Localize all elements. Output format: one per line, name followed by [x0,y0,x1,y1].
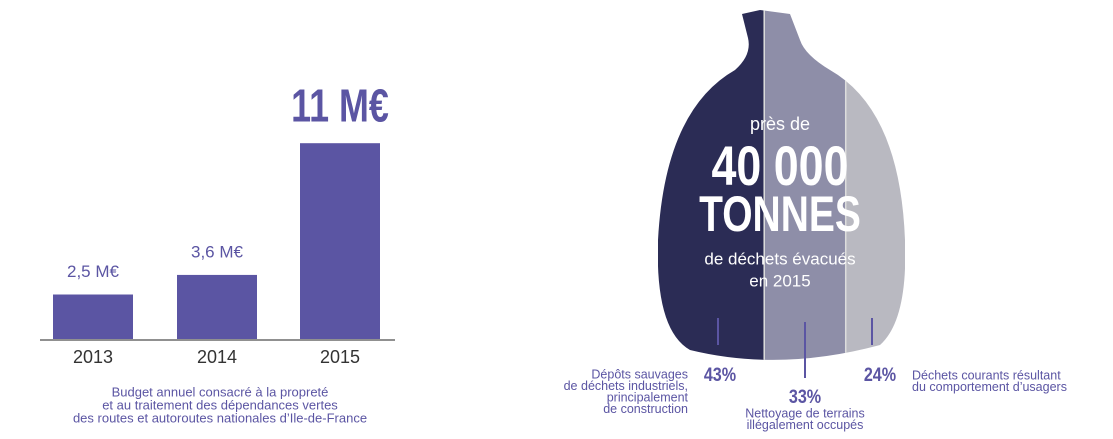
bar [177,275,257,339]
bag-annotation: près de [750,114,810,134]
bar [300,143,380,339]
caption: des routes et autoroutes nationales d’Il… [73,410,367,425]
value-label: 2,5 M€ [67,262,120,281]
value-label: 11 M€ [291,80,389,131]
bag-annotation: en 2015 [749,271,810,290]
bag-annotation: TONNES [699,185,861,242]
x-tick-label: 2014 [197,347,237,367]
legend-label: de construction [603,402,688,416]
legend-label: du comportement d’usagers [912,380,1067,394]
bar [53,295,133,340]
infographic: 20132,5 M€20143,6 M€201511 M€Budget annu… [0,0,1113,439]
value-label: 33% [789,386,822,408]
legend-label: illégalement occupés [747,418,864,432]
value-label: 43% [704,364,737,386]
bag-annotation: de déchets évacués [704,249,855,268]
x-tick-label: 2013 [73,347,113,367]
value-label: 3,6 M€ [191,242,244,261]
value-label: 24% [864,364,897,386]
x-tick-label: 2015 [320,347,360,367]
